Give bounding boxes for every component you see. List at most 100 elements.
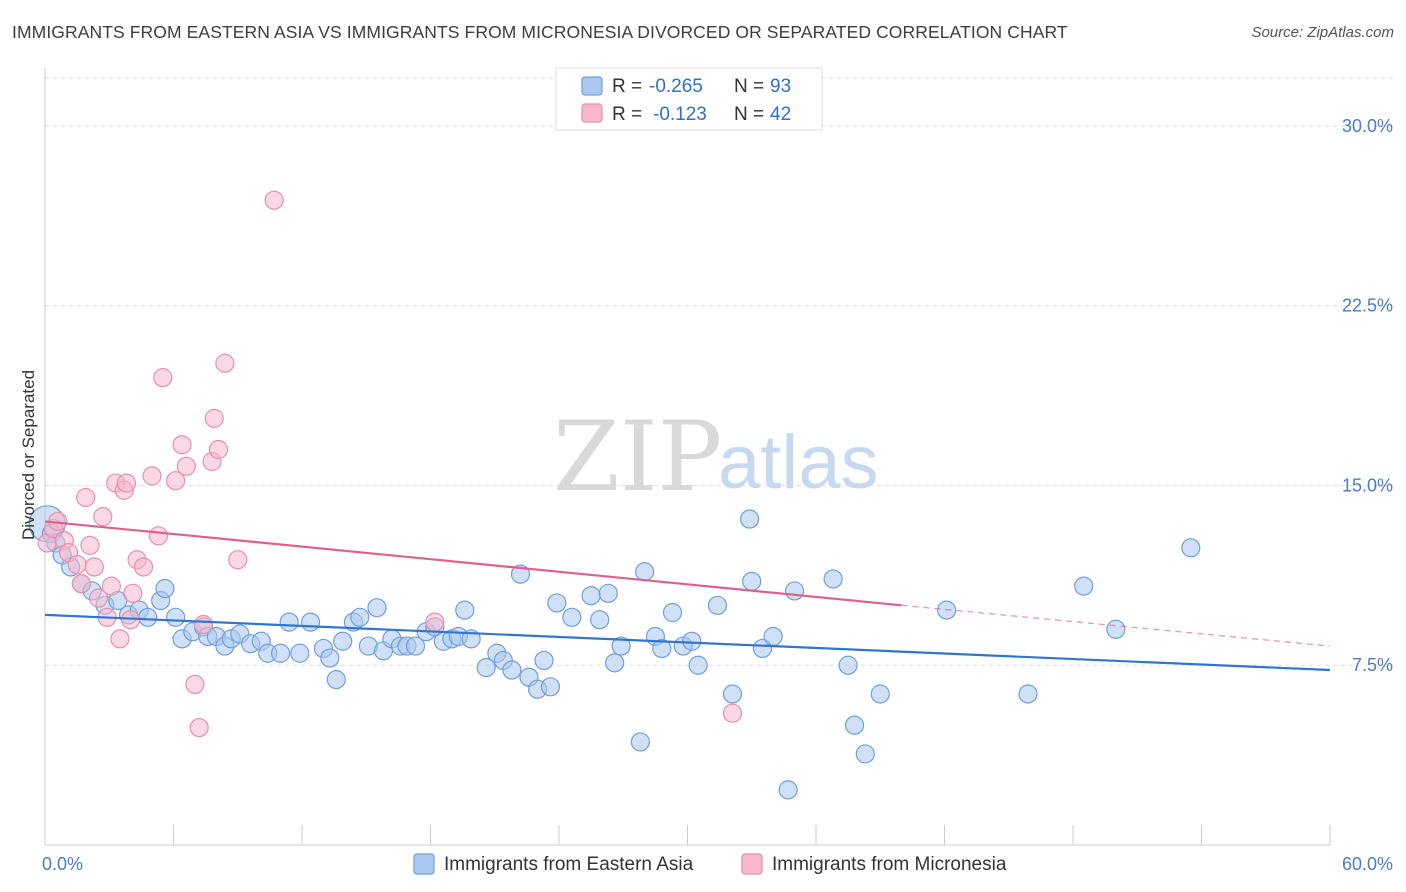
micronesia-point-36 — [264, 190, 284, 210]
eastern-asia-point-69 — [652, 638, 672, 659]
eastern-asia-point-64 — [605, 653, 625, 673]
eastern-asia-point-48 — [455, 600, 475, 620]
micronesia-point-34 — [215, 353, 235, 373]
micronesia-point-22 — [142, 466, 162, 486]
eastern-asia-point-33 — [333, 631, 353, 651]
bottom-legend-swatch-blue — [413, 853, 435, 875]
micronesia-point-38 — [722, 703, 743, 723]
grid-lines — [45, 77, 1395, 666]
eastern-asia-point-60 — [562, 607, 582, 627]
legend-r-label-blue: R = — [612, 76, 642, 97]
correlation-legend: R = -0.265 N = 93 R = -0.123 N = 42 — [555, 67, 823, 131]
eastern-asia-point-26 — [270, 643, 291, 663]
trend-line-eastern-asia — [44, 613, 1331, 672]
series-legend: Immigrants from Eastern Asia Immigrants … — [413, 853, 1007, 875]
eastern-asia-point-75 — [722, 684, 743, 704]
eastern-asia-point-14 — [166, 607, 186, 627]
legend-r-value-blue: -0.265 — [649, 76, 703, 97]
eastern-asia-point-89 — [1074, 576, 1094, 596]
eastern-asia-point-35 — [350, 607, 370, 627]
eastern-asia-point-79 — [763, 626, 783, 647]
eastern-asia-point-27 — [279, 612, 299, 632]
trend-lines — [44, 520, 1331, 672]
series-micronesia-points — [37, 190, 743, 738]
eastern-asia-point-83 — [838, 655, 858, 675]
legend-swatch-pink — [581, 103, 603, 123]
legend-r-value-pink: -0.123 — [653, 104, 707, 125]
bottom-legend-label-blue: Immigrants from Eastern Asia — [444, 854, 694, 875]
eastern-asia-point-61 — [581, 586, 601, 606]
micronesia-point-33 — [208, 439, 229, 460]
micronesia-point-17 — [116, 473, 136, 493]
eastern-asia-point-31 — [320, 648, 340, 668]
eastern-asia-point-67 — [635, 562, 655, 582]
eastern-asia-point-88 — [1018, 684, 1038, 704]
eastern-asia-point-74 — [707, 595, 728, 615]
micronesia-point-28 — [185, 674, 205, 695]
micronesia-point-29 — [189, 717, 209, 738]
eastern-asia-point-78 — [752, 638, 773, 659]
eastern-asia-point-85 — [855, 744, 875, 764]
micronesia-point-27 — [176, 456, 196, 476]
legend-n-value-blue: 93 — [770, 76, 791, 97]
eastern-asia-point-90 — [1106, 619, 1126, 639]
eastern-asia-point-66 — [630, 732, 650, 752]
eastern-asia-point-65 — [611, 636, 631, 656]
micronesia-point-21 — [133, 557, 154, 577]
micronesia-point-13 — [101, 576, 121, 596]
eastern-asia-point-11 — [138, 607, 158, 627]
micronesia-point-24 — [153, 368, 173, 388]
micronesia-point-26 — [172, 435, 192, 455]
eastern-asia-point-82 — [823, 569, 843, 589]
micronesia-point-11 — [93, 507, 113, 527]
y-tick-label-1: 15.0% — [1342, 475, 1393, 495]
eastern-asia-point-29 — [300, 612, 321, 632]
eastern-asia-point-72 — [682, 631, 702, 651]
bottom-legend-swatch-pink — [741, 853, 763, 875]
legend-swatch-blue — [581, 76, 603, 96]
micronesia-point-8 — [80, 535, 100, 555]
watermark-zip: ZIP — [553, 401, 722, 513]
eastern-asia-point-37 — [367, 598, 387, 618]
eastern-asia-point-54 — [510, 564, 531, 584]
eastern-asia-point-73 — [688, 655, 708, 675]
y-tick-label-3: 30.0% — [1342, 116, 1393, 136]
y-tick-label-0: 7.5% — [1352, 655, 1393, 675]
eastern-asia-point-59 — [547, 593, 567, 613]
watermark-atlas: atlas — [718, 420, 879, 505]
eastern-asia-point-63 — [598, 583, 618, 603]
micronesia-point-32 — [204, 408, 224, 428]
axes — [44, 68, 1331, 846]
eastern-asia-point-58 — [540, 677, 561, 697]
eastern-asia-point-77 — [742, 571, 762, 591]
micronesia-point-30 — [193, 614, 214, 635]
x-tick-labels: 0.0% 60.0% — [42, 854, 1393, 874]
legend-n-label-pink: N = — [734, 104, 764, 125]
micronesia-point-6 — [71, 574, 92, 594]
chart-title: IMMIGRANTS FROM EASTERN ASIA VS IMMIGRAN… — [12, 22, 1068, 42]
legend-n-value-pink: 42 — [770, 104, 791, 125]
eastern-asia-point-62 — [590, 610, 610, 630]
eastern-asia-point-70 — [662, 602, 683, 623]
eastern-asia-point-53 — [502, 660, 522, 680]
micronesia-point-19 — [123, 583, 143, 603]
eastern-asia-point-81 — [784, 581, 805, 601]
x-tick-label-min: 0.0% — [42, 854, 83, 874]
micronesia-point-23 — [148, 526, 169, 546]
trend-line-micronesia-extension — [901, 604, 1331, 647]
micronesia-point-9 — [84, 557, 104, 577]
micronesia-point-35 — [228, 550, 248, 570]
eastern-asia-point-50 — [476, 658, 496, 678]
micronesia-point-10 — [88, 588, 109, 608]
legend-n-label-blue: N = — [734, 76, 764, 97]
y-axis-label: Divorced or Separated — [19, 370, 38, 540]
micronesia-point-25 — [166, 471, 186, 491]
series-eastern-asia-points — [28, 505, 1201, 800]
eastern-asia-point-13 — [155, 578, 175, 599]
eastern-asia-point-42 — [405, 636, 426, 656]
eastern-asia-point-76 — [740, 509, 760, 529]
source-credit: Source: ZipAtlas.com — [1251, 24, 1394, 41]
watermark: ZIP atlas — [553, 401, 879, 513]
bottom-legend-label-pink: Immigrants from Micronesia — [772, 854, 1007, 875]
